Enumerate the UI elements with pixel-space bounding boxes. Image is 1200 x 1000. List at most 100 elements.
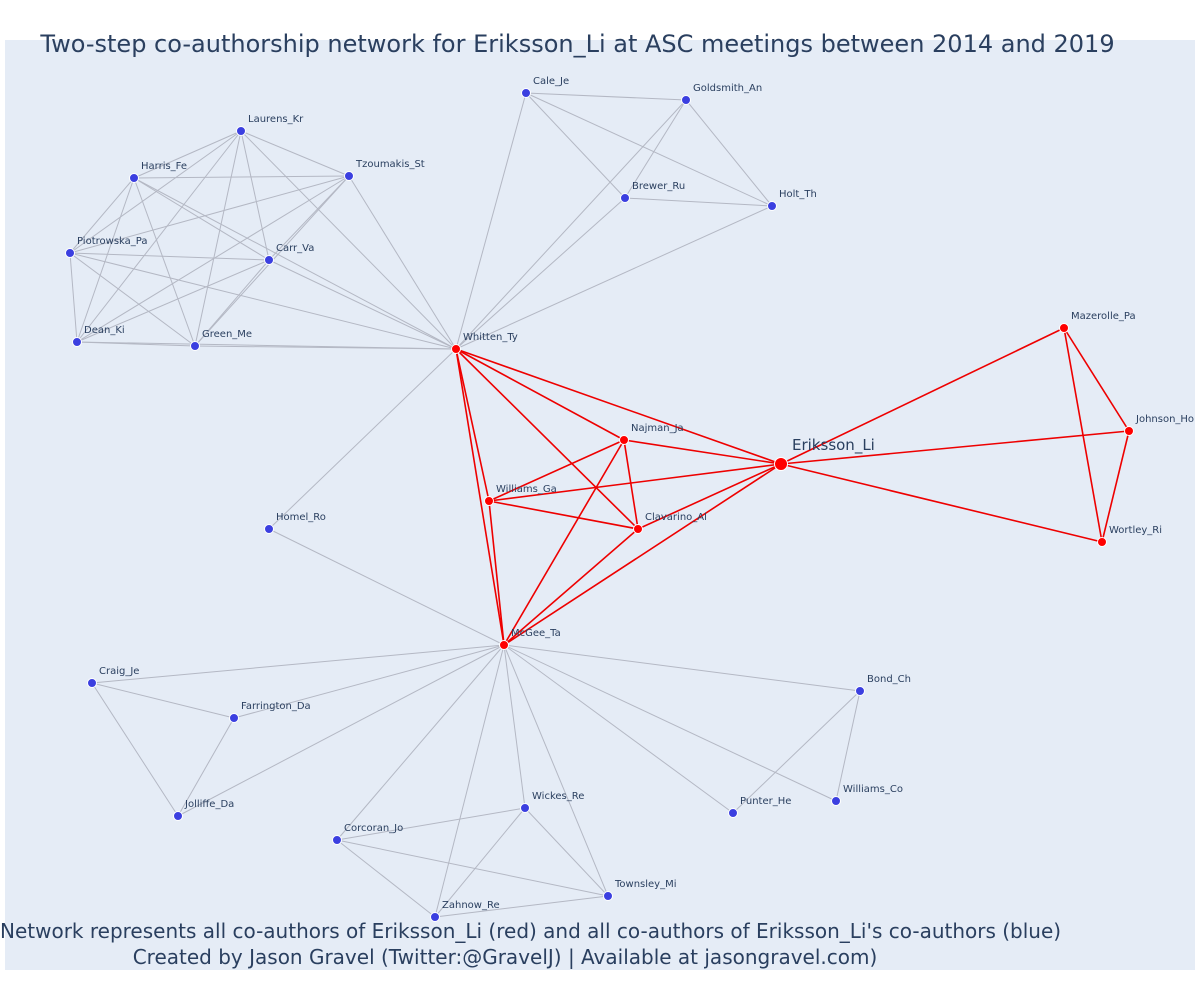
node-Laurens_Kr[interactable] xyxy=(236,126,246,136)
edge-Whitten_Ty-Cale_Je xyxy=(455,92,527,350)
node-label-Brewer_Ru: Brewer_Ru xyxy=(632,181,685,192)
node-label-Zahnow_Re: Zahnow_Re xyxy=(442,900,500,911)
node-label-Corcoran_Jo: Corcoran_Jo xyxy=(344,823,403,834)
node-label-Wortley_Ri: Wortley_Ri xyxy=(1109,525,1162,536)
node-Holt_Th[interactable] xyxy=(767,201,777,211)
node-label-Laurens_Kr: Laurens_Kr xyxy=(248,114,304,125)
node-Johnson_Ho[interactable] xyxy=(1124,426,1134,436)
edge-Piotrowska_Pa-Dean_Ki xyxy=(69,252,78,343)
node-label-Cale_Je: Cale_Je xyxy=(533,76,569,87)
edge-McGee_Ta-Townsley_Mi xyxy=(503,644,609,897)
edge-Goldsmith_An-Holt_Th xyxy=(685,99,773,207)
edge-Najman_Ja-Williams_Ga xyxy=(488,439,625,502)
node-label-Carr_Va: Carr_Va xyxy=(276,243,314,254)
edge-Cale_Je-Holt_Th xyxy=(525,92,773,207)
node-Harris_Fe[interactable] xyxy=(129,173,139,183)
edge-Whitten_Ty-Tzoumakis_St xyxy=(348,175,457,350)
node-layer xyxy=(65,88,1134,922)
edge-Whitten_Ty-Holt_Th xyxy=(455,205,773,350)
node-Clavarino_Al[interactable] xyxy=(633,524,643,534)
edge-Tzoumakis_St-Piotrowska_Pa xyxy=(69,175,350,254)
edge-Williams_Ga-Clavarino_Al xyxy=(488,500,639,530)
node-Jolliffe_Da[interactable] xyxy=(173,811,183,821)
edge-Eriksson_Li-Johnson_Ho xyxy=(780,430,1130,465)
node-Eriksson_Li[interactable] xyxy=(774,457,788,471)
label-layer: Eriksson_Li Whitten_Ty Najman_Ja Williams_G… xyxy=(77,76,1194,911)
edge-Eriksson_Li-Wortley_Ri xyxy=(780,463,1103,543)
edge-Whitten_Ty-Najman_Ja xyxy=(455,348,625,441)
edge-McGee_Ta-Punter_He xyxy=(503,644,734,814)
node-Wickes_Re[interactable] xyxy=(520,803,530,813)
node-Williams_Co[interactable] xyxy=(831,796,841,806)
node-label-Craig_Je: Craig_Je xyxy=(99,666,139,677)
edge-McGee_Ta-Farrington_Da xyxy=(233,644,505,719)
node-Bond_Ch[interactable] xyxy=(855,686,865,696)
edge-Eriksson_Li-Whitten_Ty xyxy=(455,348,782,465)
edge-McGee_Ta-Jolliffe_Da xyxy=(177,644,505,817)
edge-Whitten_Ty-Laurens_Kr xyxy=(240,130,457,350)
edge-Whitten_Ty-Williams_Ga xyxy=(455,348,490,502)
caption-credit: Created by Jason Gravel (Twitter:@Gravel… xyxy=(132,945,878,969)
edge-Whitten_Ty-Clavarino_Al xyxy=(455,348,639,530)
edge-Whitten_Ty-Green_Me xyxy=(194,345,457,350)
edge-Eriksson_Li-Williams_Ga xyxy=(488,463,782,502)
node-Cale_Je[interactable] xyxy=(521,88,531,98)
node-label-Dean_Ki: Dean_Ki xyxy=(84,325,125,336)
edge-Goldsmith_An-Brewer_Ru xyxy=(624,99,687,199)
edge-McGee_Ta-Homel_Ro xyxy=(268,528,505,646)
node-Dean_Ki[interactable] xyxy=(72,337,82,347)
edge-Farrington_Da-Jolliffe_Da xyxy=(177,717,235,817)
node-label-Williams_Co: Williams_Co xyxy=(843,784,903,795)
node-label-Holt_Th: Holt_Th xyxy=(779,189,817,200)
edge-McGee_Ta-Bond_Ch xyxy=(503,644,861,692)
node-Corcoran_Jo[interactable] xyxy=(332,835,342,845)
node-Farrington_Da[interactable] xyxy=(229,713,239,723)
node-Tzoumakis_St[interactable] xyxy=(344,171,354,181)
node-Piotrowska_Pa[interactable] xyxy=(65,248,75,258)
node-Carr_Va[interactable] xyxy=(264,255,274,265)
node-label-Mazerolle_Pa: Mazerolle_Pa xyxy=(1071,311,1136,322)
edge-Harris_Fe-Tzoumakis_St xyxy=(133,175,350,179)
edge-Mazerolle_Pa-Johnson_Ho xyxy=(1063,327,1130,432)
edge-McGee_Ta-Craig_Je xyxy=(91,644,505,684)
edge-Craig_Je-Farrington_Da xyxy=(91,682,235,719)
node-Mazerolle_Pa[interactable] xyxy=(1059,323,1069,333)
node-Homel_Ro[interactable] xyxy=(264,524,274,534)
node-label-Wickes_Re: Wickes_Re xyxy=(532,791,584,802)
node-label-Eriksson_Li: Eriksson_Li xyxy=(792,436,875,455)
edge-Najman_Ja-McGee_Ta xyxy=(503,439,625,646)
edge-Wickes_Re-Townsley_Mi xyxy=(524,807,609,897)
node-Brewer_Ru[interactable] xyxy=(620,193,630,203)
node-Craig_Je[interactable] xyxy=(87,678,97,688)
node-Wortley_Ri[interactable] xyxy=(1097,537,1107,547)
edge-Laurens_Kr-Harris_Fe xyxy=(133,130,242,179)
node-Goldsmith_An[interactable] xyxy=(681,95,691,105)
edge-Piotrowska_Pa-Carr_Va xyxy=(69,252,270,261)
node-Williams_Ga[interactable] xyxy=(484,496,494,506)
node-Zahnow_Re[interactable] xyxy=(430,912,440,922)
node-Whitten_Ty[interactable] xyxy=(451,344,461,354)
edge-Wickes_Re-Zahnow_Re xyxy=(434,807,526,918)
node-label-Najman_Ja: Najman_Ja xyxy=(631,423,684,434)
plot-background xyxy=(5,40,1195,970)
edge-Cale_Je-Brewer_Ru xyxy=(525,92,626,199)
node-label-Homel_Ro: Homel_Ro xyxy=(276,512,326,523)
edge-Whitten_Ty-Goldsmith_An xyxy=(455,99,687,350)
node-label-Jolliffe_Da: Jolliffe_Da xyxy=(184,799,234,810)
edge-Townsley_Mi-Zahnow_Re xyxy=(434,895,609,918)
node-label-Tzoumakis_St: Tzoumakis_St xyxy=(355,159,425,170)
edge-Harris_Fe-Dean_Ki xyxy=(76,177,135,343)
node-label-Harris_Fe: Harris_Fe xyxy=(141,161,187,172)
node-Najman_Ja[interactable] xyxy=(619,435,629,445)
node-Green_Me[interactable] xyxy=(190,341,200,351)
edge-Laurens_Kr-Green_Me xyxy=(194,130,242,347)
node-Punter_He[interactable] xyxy=(728,808,738,818)
edge-Corcoran_Jo-Townsley_Mi xyxy=(336,839,609,897)
edge-Harris_Fe-Carr_Va xyxy=(133,177,270,261)
node-Townsley_Mi[interactable] xyxy=(603,891,613,901)
edge-Najman_Ja-Clavarino_Al xyxy=(623,439,639,530)
node-McGee_Ta[interactable] xyxy=(499,640,509,650)
node-label-Farrington_Da: Farrington_Da xyxy=(241,701,311,712)
edge-Corcoran_Jo-Zahnow_Re xyxy=(336,839,436,918)
